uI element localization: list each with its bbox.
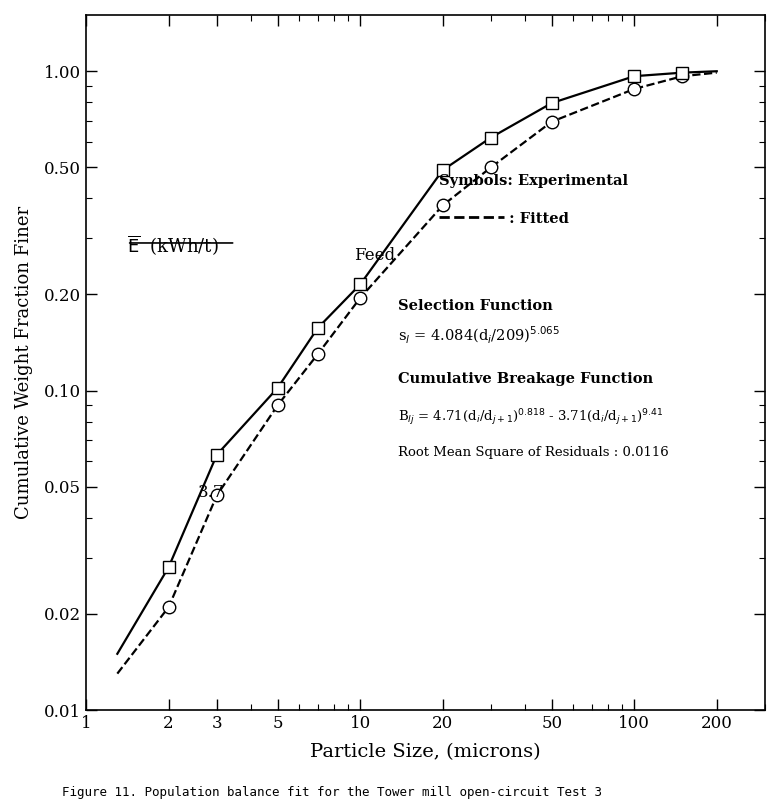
- Text: Root Mean Square of Residuals : 0.0116: Root Mean Square of Residuals : 0.0116: [399, 446, 669, 459]
- X-axis label: Particle Size, (microns): Particle Size, (microns): [310, 743, 541, 761]
- Text: Cumulative Breakage Function: Cumulative Breakage Function: [399, 372, 654, 386]
- Text: 3.7: 3.7: [197, 484, 224, 501]
- Text: Figure 11. Population balance fit for the Tower mill open-circuit Test 3: Figure 11. Population balance fit for th…: [62, 786, 602, 799]
- Text: B$_{lj}$ = 4.71(d$_{i}$/d$_{j+1}$)$^{0.818}$ - 3.71(d$_{i}$/d$_{j+1}$)$^{9.41}$: B$_{lj}$ = 4.71(d$_{i}$/d$_{j+1}$)$^{0.8…: [399, 408, 664, 428]
- Text: : Fitted: : Fitted: [504, 212, 569, 226]
- Text: $\overline{\rm E}$  (kWh/t): $\overline{\rm E}$ (kWh/t): [127, 234, 218, 258]
- Text: Symbols: Experimental: Symbols: Experimental: [439, 174, 628, 188]
- Y-axis label: Cumulative Weight Fraction Finer: Cumulative Weight Fraction Finer: [15, 206, 33, 519]
- Text: Feed: Feed: [354, 246, 395, 263]
- Text: s$_{l}$ = 4.084(d$_{i}$/209)$^{5.065}$: s$_{l}$ = 4.084(d$_{i}$/209)$^{5.065}$: [399, 326, 560, 346]
- Text: Selection Function: Selection Function: [399, 299, 553, 314]
